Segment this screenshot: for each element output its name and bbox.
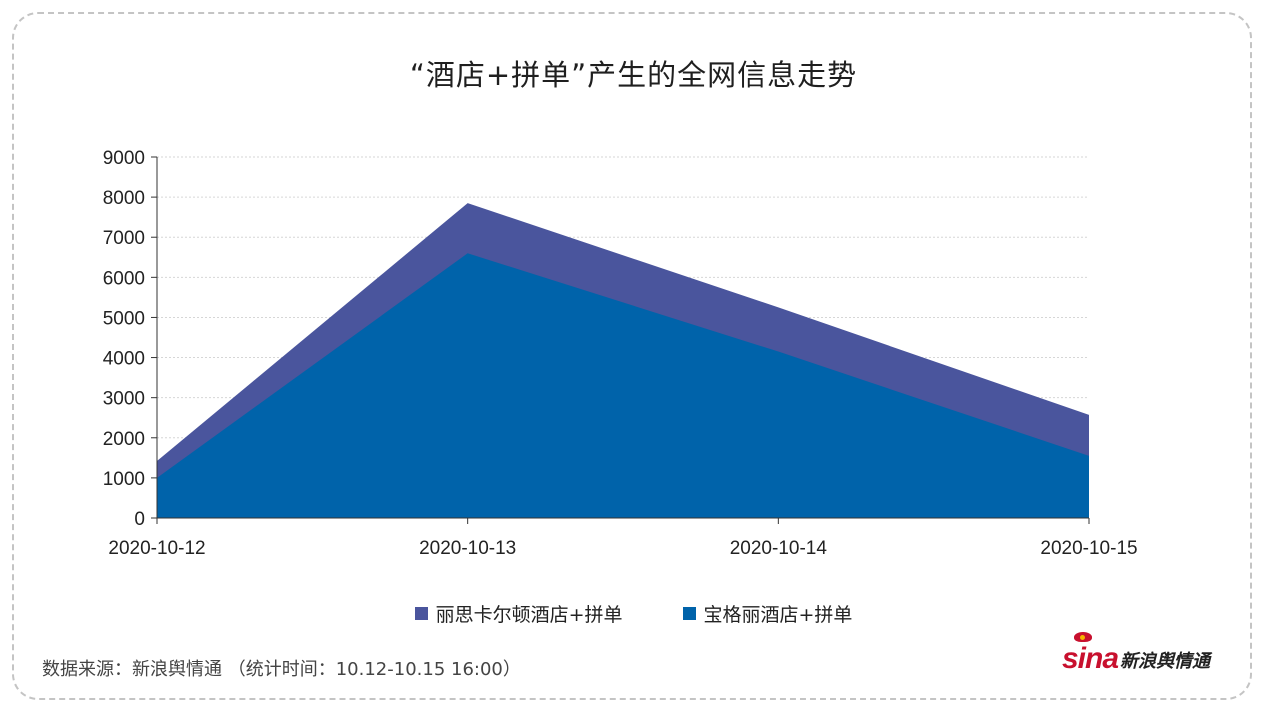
y-tick-label: 4000 [103,349,145,370]
chart-title: “酒店+拼单”产生的全网信息走势 [409,58,858,92]
y-tick-label: 3000 [103,389,145,410]
y-tick-label: 2000 [103,429,145,450]
legend-label: 丽思卡尔顿酒店+拼单 [435,604,623,626]
y-tick-label: 7000 [103,228,145,249]
legend-swatch [682,607,696,620]
legend-item: 宝格丽酒店+拼单 [682,600,853,627]
y-tick-labels: 0 1000 2000 3000 4000 5000 6000 7000 8000 9000 [103,148,145,530]
y-tick-label: 9000 [103,148,145,169]
series-area-2 [157,253,1089,518]
axes [151,156,1090,524]
y-tick-label: 0 [134,509,145,530]
legend-label: 宝格丽酒店+拼单 [703,604,853,626]
sina-logo: sina 新浪舆情通 [1062,632,1211,674]
x-tick-label: 2020-10-14 [730,538,828,559]
series-areas [157,203,1089,518]
y-tick-label: 5000 [103,308,145,329]
x-tick-label: 2020-10-13 [419,538,516,559]
x-tick-label: 2020-10-15 [1040,538,1137,559]
logo-brand-name: 新浪舆情通 [1120,651,1211,672]
y-tick-label: 6000 [103,268,145,289]
y-tick-label: 1000 [103,469,145,490]
x-tick-label: 2020-10-12 [108,538,205,559]
sina-eye-icon [1074,632,1092,642]
y-tick-label: 8000 [103,188,145,209]
legend-item: 丽思卡尔顿酒店+拼单 [414,600,623,627]
data-source-note: 数据来源：新浪舆情通 （统计时间：10.12-10.15 16:00） [42,659,521,680]
legend-swatch [414,607,428,620]
x-tick-labels: 2020-10-12 2020-10-13 2020-10-14 2020-10-15 [108,538,1137,559]
sina-wordmark: sina [1062,632,1119,674]
legend: 丽思卡尔顿酒店+拼单 宝格丽酒店+拼单 [0,600,1267,627]
